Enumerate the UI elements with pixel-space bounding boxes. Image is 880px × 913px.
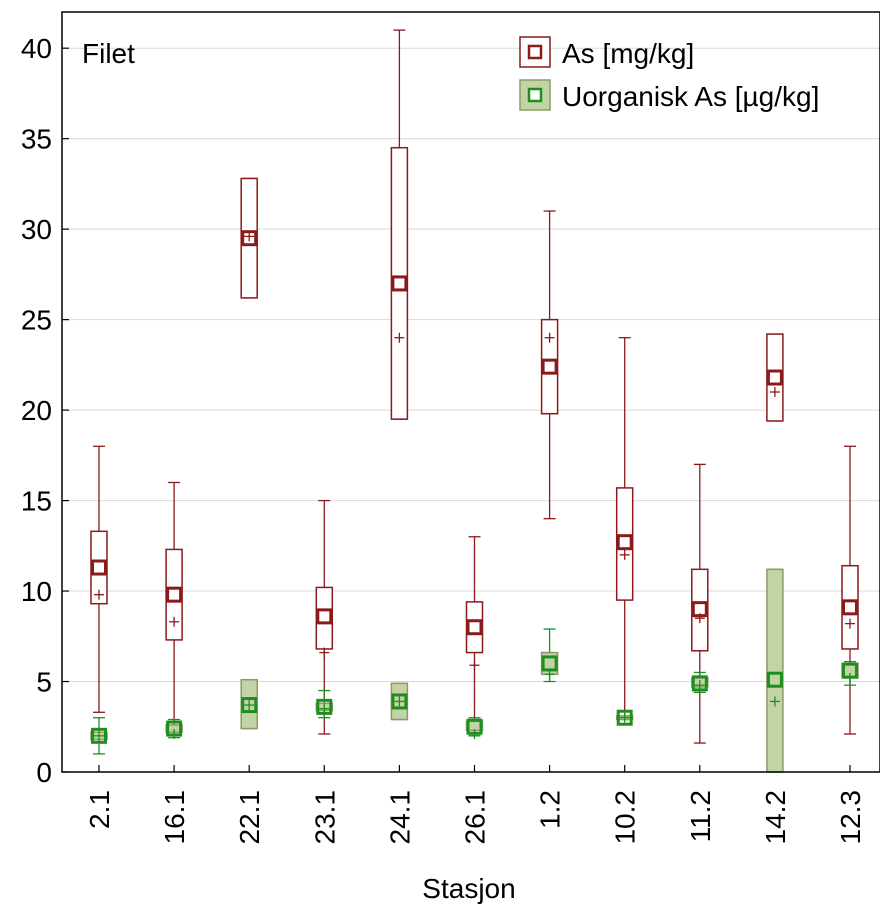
box-11.2: [691, 463, 709, 744]
y-tick-label: 40: [21, 33, 52, 64]
box-22.1: [240, 177, 258, 299]
median-marker: [391, 693, 408, 710]
box-2.1: [90, 717, 108, 755]
median-marker: [166, 720, 183, 737]
median-marker: [466, 619, 483, 636]
plot-frame: [61, 11, 880, 773]
x-tick-label: 12.3: [835, 790, 866, 845]
x-tick-label: 22.1: [234, 790, 265, 845]
y-tick-label: 30: [21, 214, 52, 245]
y-tick-label: 25: [21, 305, 52, 336]
box-1.2: [540, 628, 559, 683]
median-marker: [241, 230, 258, 247]
box-12.3: [841, 660, 859, 686]
y-tick-label: 0: [36, 757, 52, 788]
legend-label-uorganisk-as: Uorganisk As [µg/kg]: [562, 81, 819, 112]
x-tick-label: 10.2: [610, 790, 641, 845]
legend-label-as: As [mg/kg]: [562, 38, 694, 69]
median-marker: [166, 586, 183, 603]
legend-item-as: As [mg/kg]: [519, 36, 694, 69]
x-tick-label: 16.1: [159, 790, 190, 845]
y-tick-label: 5: [36, 667, 52, 698]
x-tick-label: 26.1: [460, 790, 491, 845]
median-marker: [691, 675, 708, 692]
median-marker: [466, 718, 483, 735]
box-14.2: [766, 333, 784, 422]
x-tick-label: 2.1: [84, 790, 115, 829]
y-tick-label: 20: [21, 395, 52, 426]
box-2.1: [90, 445, 108, 713]
median-marker: [316, 698, 333, 715]
box-24.1: [390, 682, 409, 721]
box-1.2: [540, 210, 559, 520]
median-marker: [842, 662, 858, 679]
y-tick-label: 10: [21, 576, 52, 607]
x-tick-label: 11.2: [685, 790, 716, 842]
y-tick-label: 15: [21, 486, 52, 517]
x-axis-ticks: 2.1 16.1 22.1 23.1 24.1 26.1 1.2 10.2 11.2 14.2 12…: [84, 765, 866, 845]
median-marker: [316, 608, 333, 625]
box-14.2: [766, 568, 784, 773]
x-tick-label: 24.1: [384, 790, 415, 845]
median-marker: [766, 671, 783, 688]
legend-item-uorganisk-as: Uorganisk As [µg/kg]: [519, 79, 819, 112]
x-tick-label: 23.1: [309, 790, 340, 845]
median-marker: [241, 697, 258, 714]
median-marker: [616, 534, 633, 551]
y-axis-ticks: 0 5 10 15 20 25 30 35 40: [21, 33, 69, 788]
median-marker: [91, 727, 107, 744]
box-11.2: [691, 671, 709, 694]
median-marker: [541, 358, 558, 375]
series-uorganisk-as: [90, 568, 859, 773]
legend: As [mg/kg] Uorganisk As [µg/kg]: [519, 36, 819, 112]
x-tick-label: 1.2: [535, 790, 566, 829]
box-24.1: [390, 29, 409, 420]
median-marker: [616, 709, 633, 726]
box-22.1: [240, 678, 258, 730]
box-26.1: [465, 717, 484, 739]
median-marker: [766, 369, 783, 386]
box-series: [90, 29, 859, 773]
box-10.2: [615, 709, 634, 726]
box-iqr: [766, 568, 784, 773]
y-tick-label: 35: [21, 124, 52, 155]
legend-marker-uorganisk-as: [527, 87, 543, 103]
box-10.2: [615, 337, 634, 719]
x-tick-label: 14.2: [760, 790, 791, 845]
x-axis-label: Stasjon: [422, 873, 515, 904]
median-marker: [691, 601, 708, 618]
box-23.1: [315, 689, 334, 719]
plot-background: [62, 12, 880, 772]
box-26.1: [465, 536, 484, 737]
median-marker: [91, 559, 107, 576]
box-16.1: [165, 481, 183, 730]
gridlines: [62, 47, 880, 683]
median-marker: [391, 275, 408, 292]
panel-label: Filet: [82, 38, 135, 69]
box-16.1: [165, 718, 183, 739]
median-marker: [541, 655, 558, 672]
box-12.3: [841, 445, 859, 735]
median-marker: [842, 599, 858, 616]
series-as: [90, 29, 859, 744]
legend-marker-as: [527, 44, 543, 60]
